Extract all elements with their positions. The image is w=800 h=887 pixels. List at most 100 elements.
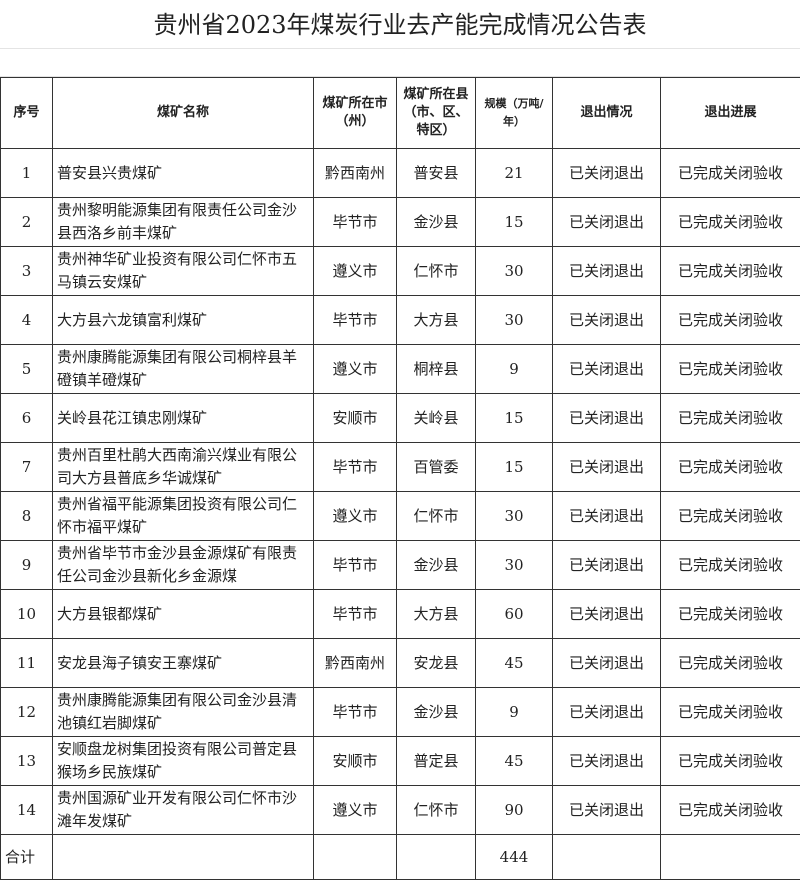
cell-no: 13 [0,736,53,786]
table-row: 10 大方县银都煤矿 毕节市 大方县 60 已关闭退出 已完成关闭验收 [0,589,800,639]
table-row: 12 贵州康腾能源集团有限公司金沙县清池镇红岩脚煤矿 毕节市 金沙县 9 已关闭退出 已完成… [0,687,800,737]
cell-progress: 已完成关闭验收 [660,246,800,296]
cell-scale: 30 [475,295,553,345]
cell-scale: 30 [475,540,553,590]
cell-name: 大方县六龙镇富利煤矿 [52,295,314,345]
cell-status: 已关闭退出 [552,785,661,835]
cell-no: 2 [0,197,53,247]
cell-county: 仁怀市 [396,491,476,541]
cell-city: 毕节市 [313,540,397,590]
cell-county: 普安县 [396,148,476,198]
empty-cell [660,834,800,880]
cell-city: 遵义市 [313,246,397,296]
cell-progress: 已完成关闭验收 [660,295,800,345]
cell-no: 7 [0,442,53,492]
cell-no: 11 [0,638,53,688]
total-label: 合计 [0,834,53,880]
cell-status: 已关闭退出 [552,687,661,737]
cell-name: 大方县银都煤矿 [52,589,314,639]
cell-progress: 已完成关闭验收 [660,442,800,492]
table-row: 13 安顺盘龙树集团投资有限公司普定县猴场乡民族煤矿 安顺市 普定县 45 已关闭退出 已完… [0,736,800,786]
cell-status: 已关闭退出 [552,736,661,786]
cell-scale: 9 [475,344,553,394]
header-county: 煤矿所在县（市、区、特区） [396,77,476,149]
cell-city: 毕节市 [313,687,397,737]
cell-status: 已关闭退出 [552,393,661,443]
cell-progress: 已完成关闭验收 [660,638,800,688]
cell-county: 仁怀市 [396,246,476,296]
cell-progress: 已完成关闭验收 [660,344,800,394]
cell-name: 贵州省毕节市金沙县金源煤矿有限责任公司金沙县新化乡金源煤 [52,540,314,590]
table-row: 9 贵州省毕节市金沙县金源煤矿有限责任公司金沙县新化乡金源煤 毕节市 金沙县 30 已关闭… [0,540,800,590]
cell-scale: 45 [475,638,553,688]
table-row: 4 大方县六龙镇富利煤矿 毕节市 大方县 30 已关闭退出 已完成关闭验收 [0,295,800,345]
cell-name: 贵州康腾能源集团有限公司桐梓县羊磴镇羊磴煤矿 [52,344,314,394]
cell-scale: 9 [475,687,553,737]
cell-county: 大方县 [396,589,476,639]
table-row: 2 贵州黎明能源集团有限责任公司金沙县西洛乡前丰煤矿 毕节市 金沙县 15 已关闭退出 已完… [0,197,800,247]
cell-no: 8 [0,491,53,541]
header-scale: 规模（万吨/年） [475,77,553,149]
header-status: 退出情况 [552,77,661,149]
cell-county: 百管委 [396,442,476,492]
cell-no: 4 [0,295,53,345]
cell-name: 贵州黎明能源集团有限责任公司金沙县西洛乡前丰煤矿 [52,197,314,247]
cell-status: 已关闭退出 [552,491,661,541]
cell-status: 已关闭退出 [552,589,661,639]
cell-no: 14 [0,785,53,835]
cell-name: 普安县兴贵煤矿 [52,148,314,198]
cell-county: 关岭县 [396,393,476,443]
cell-name: 安龙县海子镇安王寨煤矿 [52,638,314,688]
table-row: 14 贵州国源矿业开发有限公司仁怀市沙滩年发煤矿 遵义市 仁怀市 90 已关闭退出 已完成关… [0,785,800,835]
header-name: 煤矿名称 [52,77,314,149]
cell-city: 遵义市 [313,491,397,541]
blank-row [0,49,800,77]
empty-cell [552,834,661,880]
cell-status: 已关闭退出 [552,246,661,296]
cell-no: 6 [0,393,53,443]
cell-no: 9 [0,540,53,590]
table-row: 11 安龙县海子镇安王寨煤矿 黔西南州 安龙县 45 已关闭退出 已完成关闭验收 [0,638,800,688]
cell-status: 已关闭退出 [552,295,661,345]
cell-status: 已关闭退出 [552,638,661,688]
empty-cell [313,834,397,880]
cell-city: 遵义市 [313,344,397,394]
cell-status: 已关闭退出 [552,344,661,394]
empty-cell [52,834,314,880]
cell-status: 已关闭退出 [552,148,661,198]
cell-status: 已关闭退出 [552,442,661,492]
cell-name: 贵州康腾能源集团有限公司金沙县清池镇红岩脚煤矿 [52,687,314,737]
header-row: 序号 煤矿名称 煤矿所在市（州） 煤矿所在县（市、区、特区） 规模（万吨/年） … [0,77,800,149]
table-row: 1 普安县兴贵煤矿 黔西南州 普安县 21 已关闭退出 已完成关闭验收 [0,148,800,198]
cell-city: 安顺市 [313,736,397,786]
cell-progress: 已完成关闭验收 [660,491,800,541]
cell-no: 5 [0,344,53,394]
cell-status: 已关闭退出 [552,540,661,590]
cell-county: 大方县 [396,295,476,345]
coal-mine-table: 序号 煤矿名称 煤矿所在市（州） 煤矿所在县（市、区、特区） 规模（万吨/年） … [0,77,800,880]
cell-name: 关岭县花江镇忠刚煤矿 [52,393,314,443]
cell-scale: 21 [475,148,553,198]
header-no: 序号 [0,77,53,149]
cell-no: 10 [0,589,53,639]
cell-county: 金沙县 [396,540,476,590]
cell-progress: 已完成关闭验收 [660,687,800,737]
cell-status: 已关闭退出 [552,197,661,247]
empty-cell [396,834,476,880]
cell-county: 普定县 [396,736,476,786]
cell-progress: 已完成关闭验收 [660,785,800,835]
cell-county: 仁怀市 [396,785,476,835]
page-title: 贵州省2023年煤炭行业去产能完成情况公告表 [0,0,800,49]
cell-city: 毕节市 [313,589,397,639]
table-row: 6 关岭县花江镇忠刚煤矿 安顺市 关岭县 15 已关闭退出 已完成关闭验收 [0,393,800,443]
cell-city: 安顺市 [313,393,397,443]
cell-city: 毕节市 [313,295,397,345]
cell-name: 贵州国源矿业开发有限公司仁怀市沙滩年发煤矿 [52,785,314,835]
cell-scale: 30 [475,491,553,541]
cell-county: 金沙县 [396,687,476,737]
cell-no: 12 [0,687,53,737]
cell-scale: 45 [475,736,553,786]
cell-city: 遵义市 [313,785,397,835]
cell-city: 毕节市 [313,197,397,247]
cell-name: 安顺盘龙树集团投资有限公司普定县猴场乡民族煤矿 [52,736,314,786]
